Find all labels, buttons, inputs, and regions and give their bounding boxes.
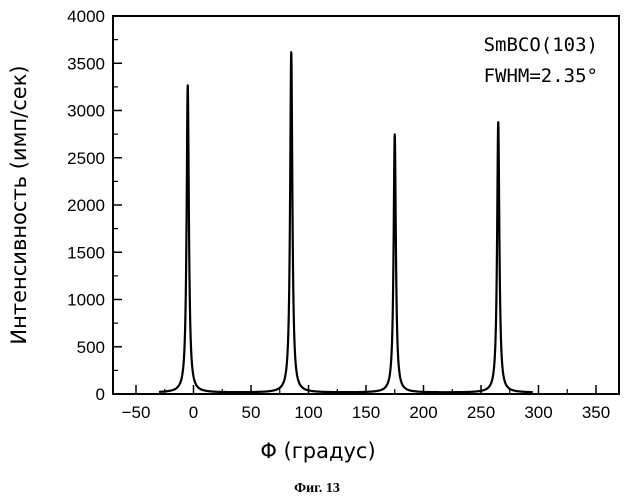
intensity-curve — [159, 52, 533, 392]
x-axis-ticks: −50 0 50 100 150 200 250 300 350 — [122, 385, 611, 422]
y-tick-label: 2500 — [67, 149, 105, 168]
y-tick-label: 500 — [77, 338, 105, 357]
x-tick-label: −50 — [122, 403, 151, 422]
figure-caption: Фиг. 13 — [294, 481, 340, 496]
x-tick-label: 100 — [294, 403, 322, 422]
x-tick-label: 350 — [582, 403, 610, 422]
x-tick-label: 50 — [242, 403, 261, 422]
x-tick-label: 0 — [189, 403, 198, 422]
x-tick-label: 300 — [524, 403, 552, 422]
y-tick-label: 1500 — [67, 243, 105, 262]
y-tick-label: 3500 — [67, 54, 105, 73]
y-tick-label: 2000 — [67, 196, 105, 215]
annotation-sample: SmBCO(103) — [484, 34, 598, 56]
annotation-box: SmBCO(103) FWHM=2.35° — [484, 34, 598, 87]
y-tick-label: 1000 — [67, 291, 105, 310]
x-tick-label: 250 — [467, 403, 495, 422]
x-tick-label: 200 — [409, 403, 437, 422]
y-tick-label: 4000 — [67, 7, 105, 26]
x-axis-title: Φ (градус) — [260, 439, 375, 463]
x-tick-label: 150 — [352, 403, 380, 422]
y-tick-label: 0 — [96, 385, 105, 404]
y-axis-title: Интенсивность (имп/сек) — [7, 65, 31, 344]
y-tick-label: 3000 — [67, 102, 105, 121]
annotation-fwhm: FWHM=2.35° — [484, 65, 598, 87]
